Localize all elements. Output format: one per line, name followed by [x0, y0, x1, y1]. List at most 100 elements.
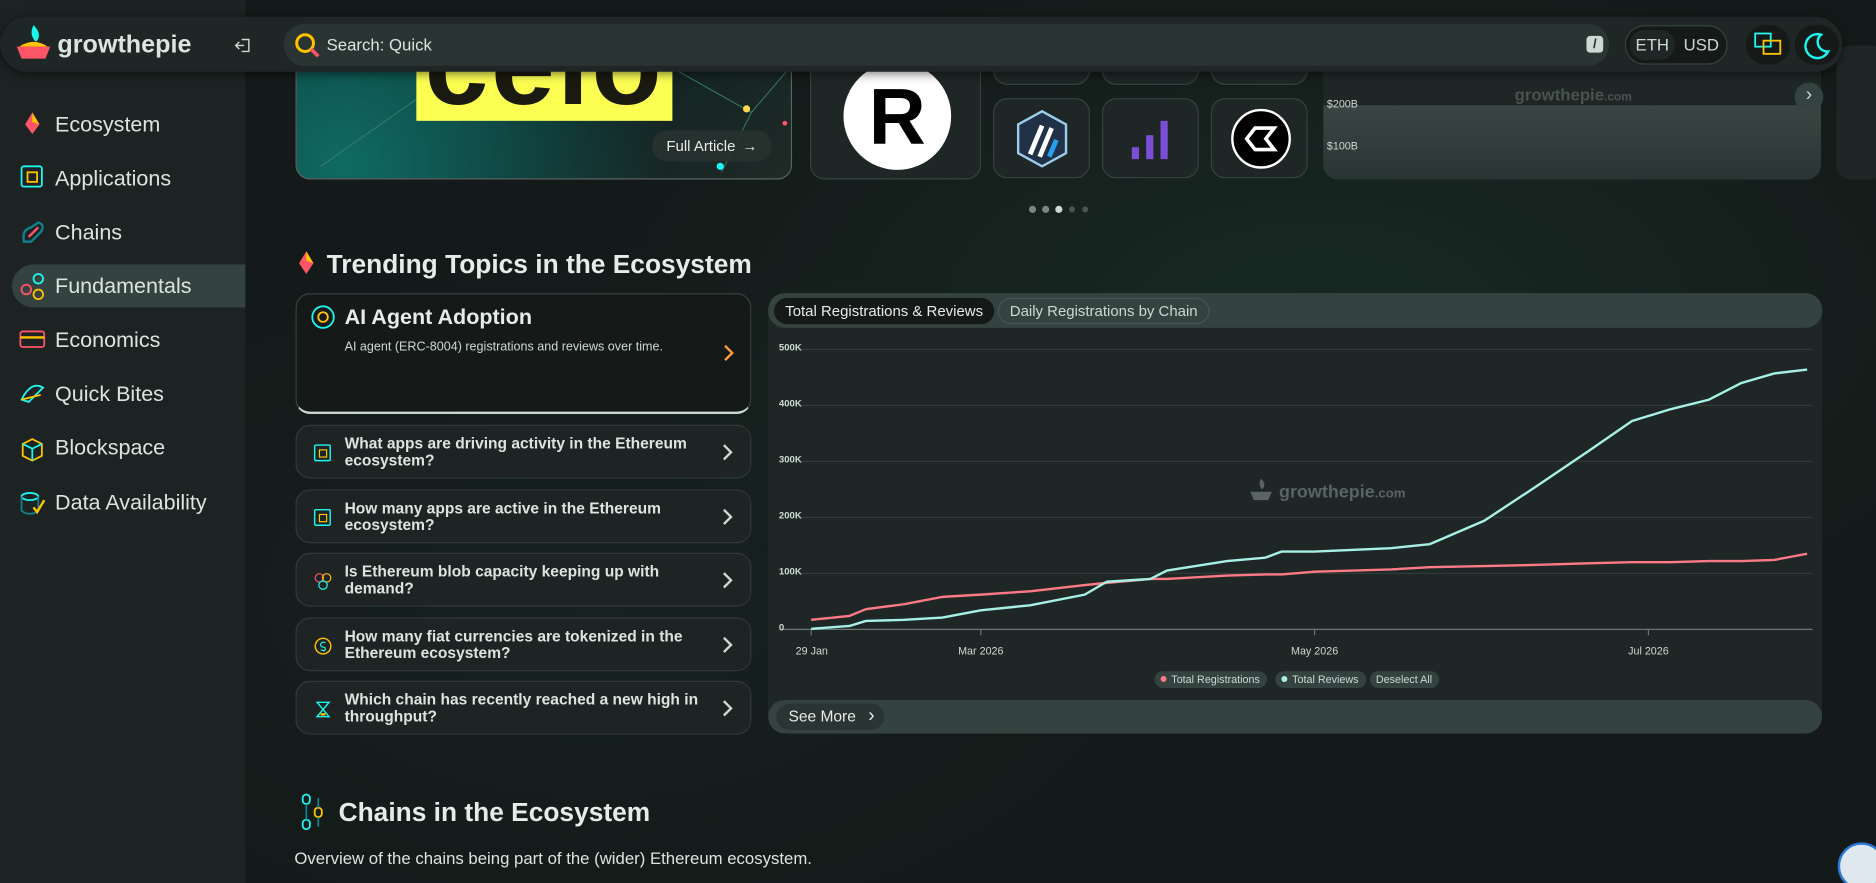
dot[interactable] [1069, 206, 1075, 213]
dot[interactable] [1028, 205, 1037, 213]
chevron [722, 572, 733, 589]
legend-label: Total Registrations [1171, 673, 1260, 686]
question-text: What apps are driving activity in the Et… [344, 433, 687, 469]
chat-button[interactable] [1745, 25, 1790, 65]
icon [32, 288, 44, 301]
question-card[interactable]: How many fiat currencies are tokenized i… [295, 617, 752, 672]
nav-item[interactable]: Applications [55, 166, 172, 191]
tab[interactable]: Total Registrations & Reviews [774, 297, 995, 325]
chart-panel [768, 293, 1823, 734]
mini-card[interactable] [993, 98, 1090, 179]
chevron: › [868, 705, 875, 727]
art-dot [742, 105, 751, 113]
icon-shape [309, 47, 320, 58]
logo-shape [1047, 139, 1059, 158]
search-box[interactable] [283, 23, 1610, 66]
chevron [722, 636, 733, 653]
logo-text[interactable]: growthepie [57, 31, 192, 59]
icon-shape [313, 444, 331, 462]
dot[interactable] [1082, 206, 1089, 213]
legend-item[interactable]: Total Reviews [1275, 671, 1366, 688]
circle-logo [1231, 108, 1291, 169]
x-tick-label: Mar 2026 [958, 645, 1003, 657]
icon-shape [299, 251, 314, 274]
question-card[interactable]: Which chain has recently reached a new h… [295, 680, 752, 735]
currency-option[interactable]: USD [1683, 34, 1720, 54]
mini-chart-label: $200B [1326, 98, 1358, 111]
icon-shape [1762, 39, 1782, 55]
sidebar [0, 0, 246, 883]
mini-card[interactable] [1210, 98, 1308, 179]
logo-shape [1160, 120, 1168, 160]
icon [19, 330, 46, 348]
nav-item[interactable]: Chains [55, 220, 123, 245]
dot[interactable] [1055, 205, 1063, 213]
nav-item[interactable]: Economics [55, 327, 161, 352]
icon-shape [301, 818, 311, 831]
nav-icons [19, 112, 46, 515]
nav-item[interactable]: Quick Bites [55, 381, 164, 406]
watermark-suffix: .com [1374, 486, 1406, 502]
icon-shape [295, 33, 315, 53]
deselect-all[interactable]: Deselect All [1369, 671, 1440, 688]
icon-shape [318, 513, 328, 523]
nav-item[interactable]: Blockspace [55, 435, 166, 460]
logo-shape [1016, 109, 1068, 168]
icon-shape [318, 580, 328, 590]
mini-card[interactable] [1101, 98, 1199, 179]
tab[interactable]: Daily Registrations by Chain [997, 297, 1210, 325]
icon-shape [311, 305, 335, 329]
nav-item[interactable]: Fundamentals [55, 273, 192, 298]
chevron [724, 344, 734, 361]
arbitrum-logo [1016, 109, 1068, 168]
icon-shape [1804, 32, 1831, 60]
icon-shape [722, 636, 733, 653]
search-key: / [1586, 35, 1604, 53]
support-avatar[interactable] [1837, 842, 1876, 883]
section-title: Chains in the Ecosystem [338, 796, 651, 827]
nav-item[interactable]: Ecosystem [55, 112, 161, 137]
question-card[interactable]: What apps are driving activity in the Et… [295, 424, 752, 479]
dot[interactable] [1042, 205, 1050, 213]
question-card[interactable]: Is Ethereum blob capacity keeping up wit… [295, 552, 752, 607]
topic-description: AI agent (ERC-8004) registrations and re… [344, 339, 663, 355]
legend-swatch [1160, 676, 1167, 682]
collapse-icon[interactable] [234, 37, 252, 54]
icon [21, 393, 41, 401]
question-icon [314, 637, 332, 655]
theme-button[interactable] [1794, 25, 1839, 65]
icon [20, 165, 43, 188]
logo-icon[interactable] [12, 23, 55, 66]
art-dot [716, 162, 724, 170]
icon-shape [724, 344, 734, 361]
chart-watermark: growthepie.com [1248, 477, 1406, 503]
question-icon [313, 444, 331, 462]
icon [32, 499, 46, 515]
watermark-icon [1250, 478, 1272, 501]
topic-title: AI Agent Adoption [344, 305, 532, 330]
question-icon [315, 701, 331, 718]
icon-shape [234, 38, 250, 53]
cutoff-card[interactable] [1836, 45, 1876, 180]
icon [20, 283, 33, 296]
active-nav-bg [11, 264, 246, 308]
featured-topic[interactable]: AI Agent Adoption AI agent (ERC-8004) re… [295, 293, 752, 414]
legend-item[interactable]: Total Registrations [1154, 671, 1268, 688]
carousel-next[interactable]: › [1794, 82, 1824, 112]
icon [20, 492, 40, 502]
article-button[interactable]: Full Article → [652, 130, 772, 162]
icon [26, 171, 38, 183]
watermark: growthepie.com [1515, 85, 1632, 104]
question-card[interactable]: How many apps are active in the Ethereum… [295, 489, 752, 544]
watermark-suffix: .com [1604, 90, 1632, 105]
logo-shape [31, 25, 39, 42]
nav-item[interactable]: Data Availability [55, 490, 207, 515]
moon-icon [1804, 32, 1831, 60]
logo-shape [1131, 147, 1140, 160]
mini-chart-label: $100B [1326, 139, 1358, 152]
icon-shape [301, 793, 311, 805]
currency-option[interactable]: ETH [1629, 29, 1676, 60]
see-more-button[interactable]: See More › [776, 703, 885, 730]
icon-shape [306, 251, 314, 264]
